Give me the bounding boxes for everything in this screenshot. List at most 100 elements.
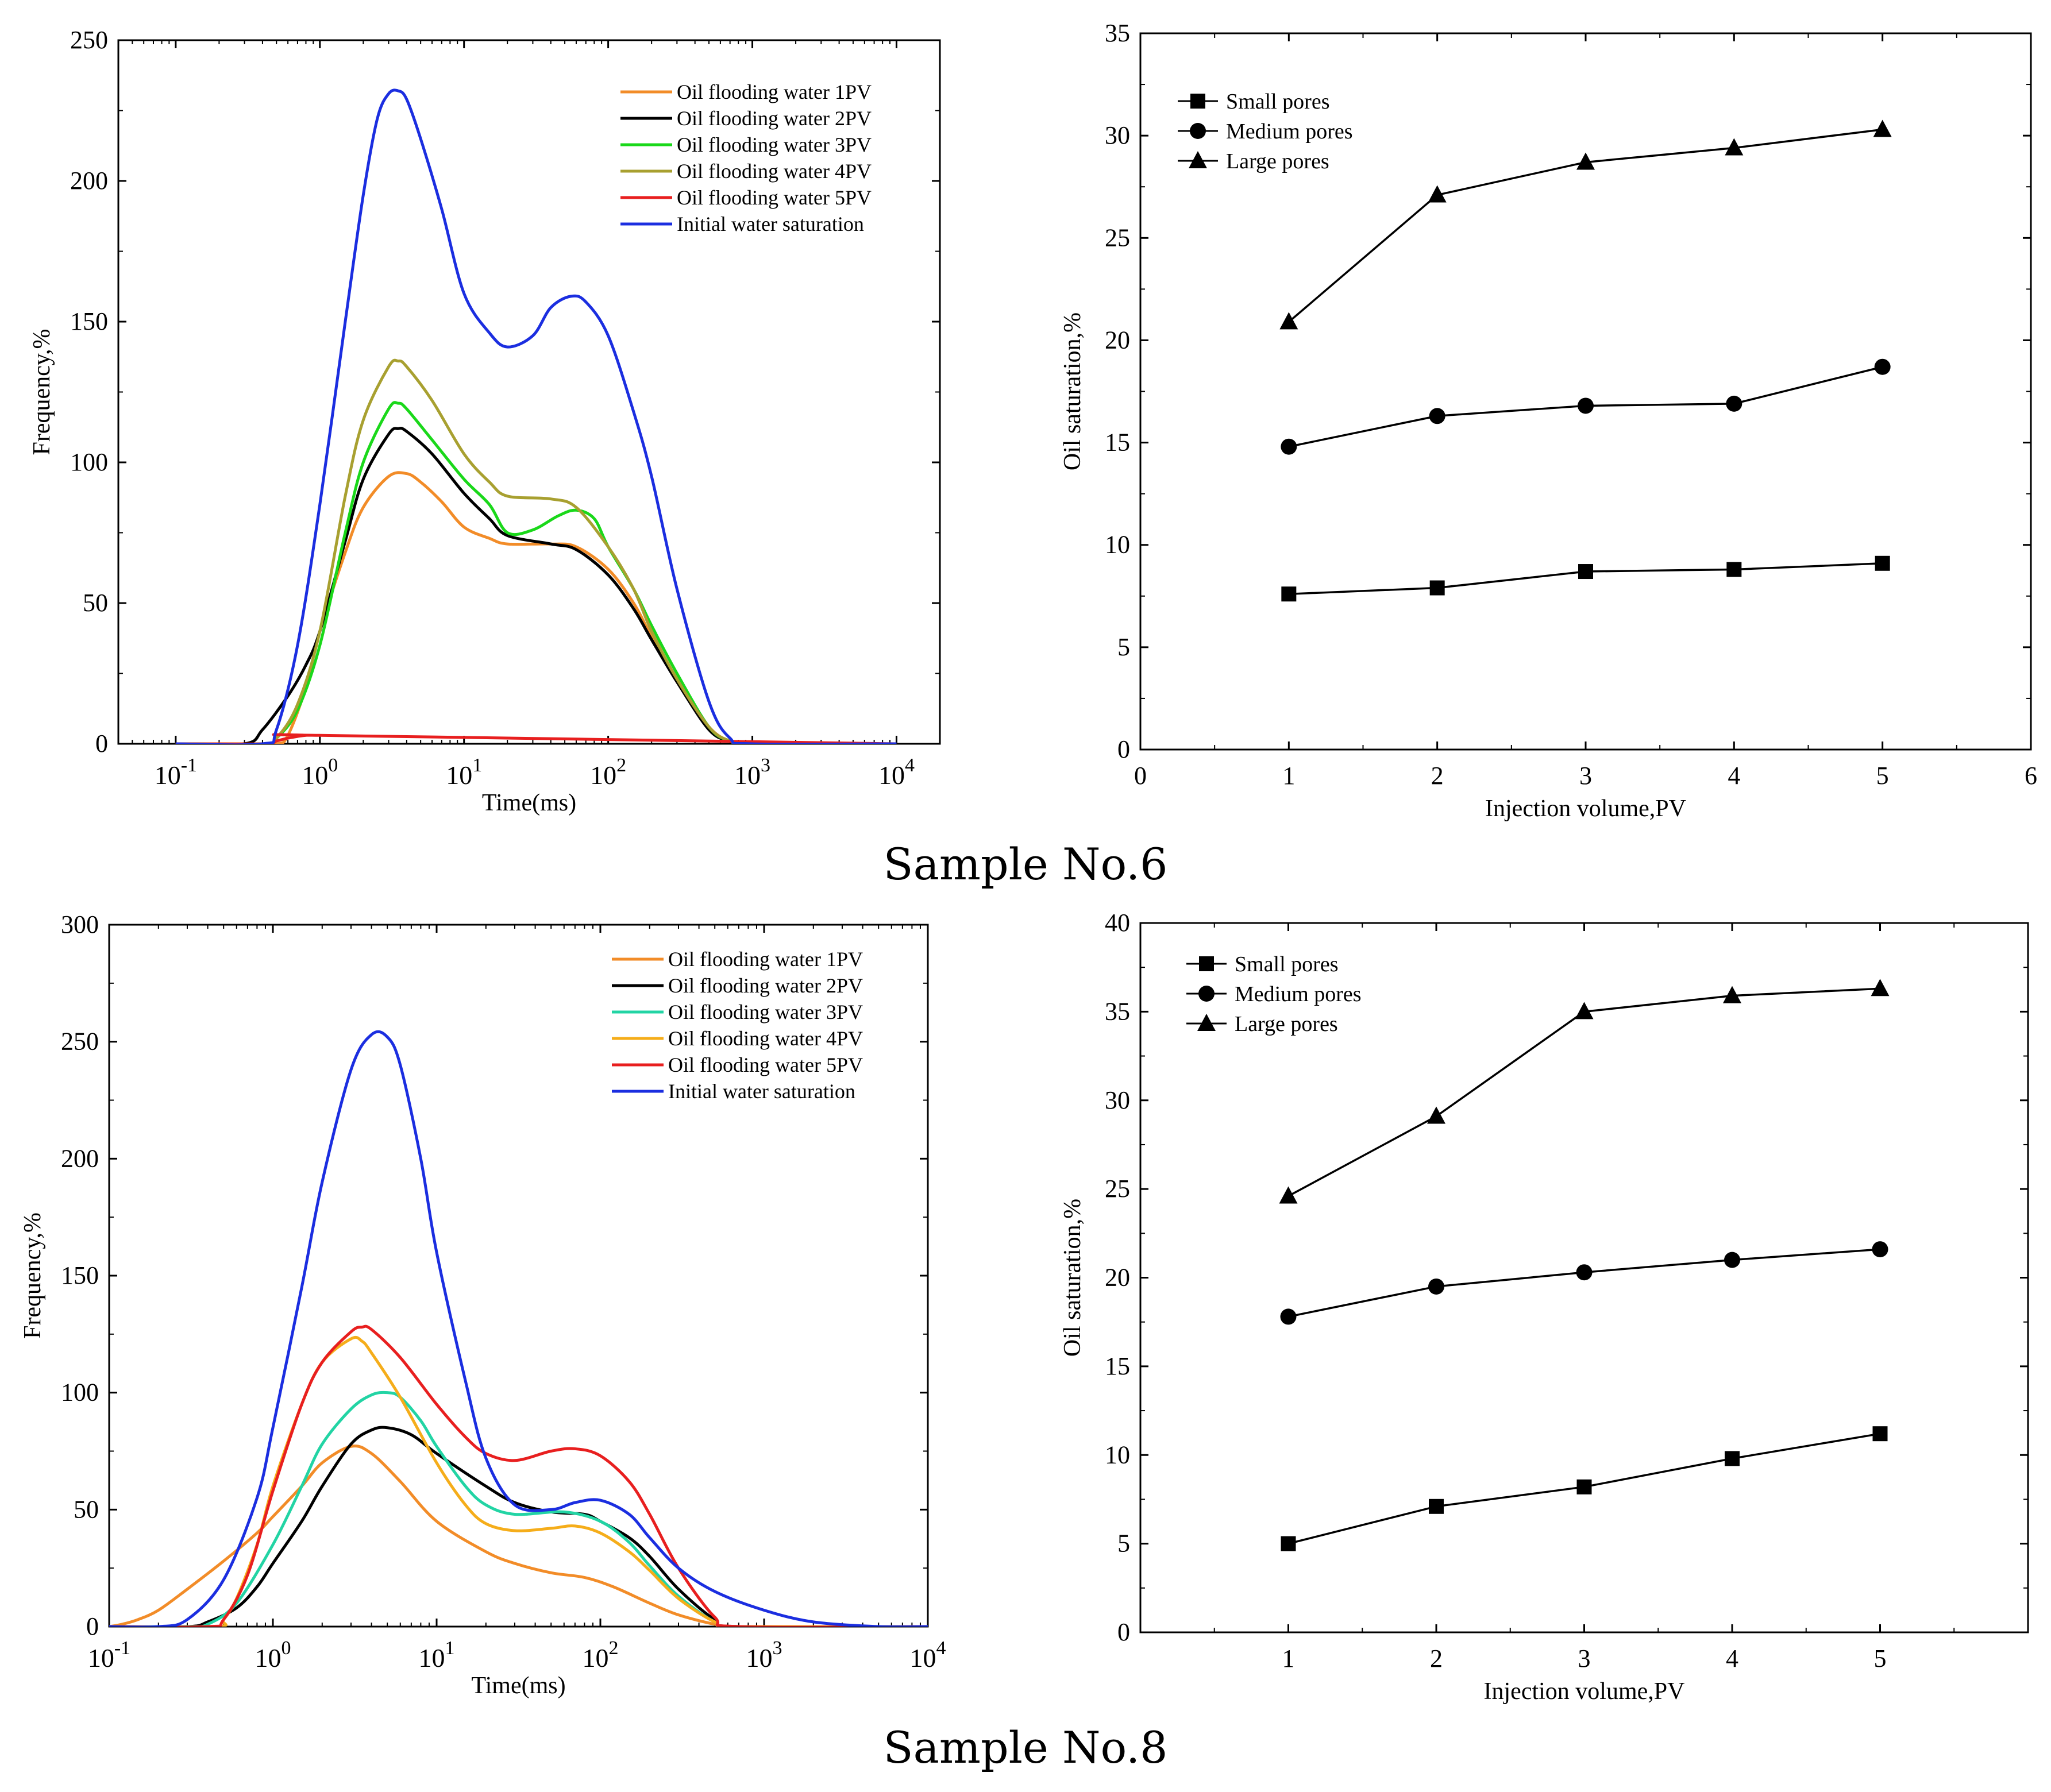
- legend-label-initial-water-saturation: Initial water saturation: [668, 1080, 855, 1103]
- legend-label-oil-flooding-water-5pv: Oil flooding water 5PV: [668, 1053, 863, 1076]
- x-axis-label: Time(ms): [471, 1673, 565, 1699]
- x-tick-label: 102: [590, 755, 626, 790]
- data-point-medium-pores: [1874, 358, 1891, 375]
- legend-marker-large-pores: [1189, 151, 1207, 168]
- y-tick-label: 150: [61, 1261, 99, 1289]
- data-point-medium-pores: [1578, 397, 1594, 414]
- data-point-small-pores: [1726, 562, 1742, 577]
- series-line-oil-flooding-water-4pv: [109, 1335, 928, 1627]
- y-tick-label: 20: [1105, 326, 1130, 354]
- y-tick-label: 100: [61, 1378, 99, 1407]
- x-tick-label: 101: [419, 1637, 455, 1673]
- data-point-medium-pores: [1429, 408, 1445, 424]
- legend-label-oil-flooding-water-1pv: Oil flooding water 1PV: [677, 80, 872, 103]
- x-tick-label: 102: [583, 1637, 619, 1673]
- legend-marker-small-pores: [1199, 956, 1214, 971]
- y-axis-label: Frequency,%: [20, 1212, 46, 1339]
- x-tick-label: 10-1: [155, 755, 197, 790]
- x-tick-label: 2: [1430, 1644, 1443, 1673]
- x-tick-label: 6: [2025, 762, 2037, 790]
- series-line-oil-flooding-water-5pv: [109, 1324, 928, 1627]
- legend-label-oil-flooding-water-1pv: Oil flooding water 1PV: [668, 948, 863, 971]
- x-tick-label: 4: [1726, 1644, 1738, 1673]
- legend-label-medium-pores: Medium pores: [1226, 119, 1353, 144]
- x-tick-label: 1: [1282, 762, 1295, 790]
- series-line-oil-flooding-water-2pv: [175, 426, 897, 744]
- x-tick-label: 2: [1431, 762, 1444, 790]
- x-tick-label: 100: [302, 755, 338, 790]
- x-tick-label: 1: [1282, 1644, 1295, 1673]
- data-point-large-pores: [1725, 138, 1744, 156]
- legend-label-oil-flooding-water-3pv: Oil flooding water 3PV: [677, 133, 872, 156]
- y-tick-label: 50: [74, 1495, 99, 1523]
- data-point-large-pores: [1575, 1002, 1594, 1019]
- data-point-small-pores: [1429, 1499, 1444, 1514]
- data-point-small-pores: [1576, 1479, 1592, 1494]
- data-point-large-pores: [1428, 185, 1447, 203]
- y-tick-label: 150: [70, 307, 108, 335]
- y-tick-label: 40: [1105, 909, 1130, 937]
- data-point-large-pores: [1279, 1186, 1298, 1204]
- legend-marker-medium-pores: [1198, 986, 1215, 1002]
- series-line-oil-flooding-water-2pv: [109, 1426, 928, 1627]
- series-line-oil-flooding-water-1pv: [109, 1445, 928, 1627]
- x-tick-label: 101: [446, 755, 482, 790]
- data-point-medium-pores: [1280, 1308, 1297, 1325]
- data-point-large-pores: [1723, 986, 1741, 1003]
- y-tick-label: 20: [1105, 1264, 1130, 1292]
- x-tick-label: 104: [910, 1637, 946, 1673]
- data-point-large-pores: [1576, 152, 1595, 170]
- y-tick-label: 5: [1117, 633, 1130, 661]
- data-point-small-pores: [1725, 1451, 1740, 1466]
- data-point-medium-pores: [1872, 1241, 1888, 1258]
- legend-label-large-pores: Large pores: [1235, 1012, 1338, 1036]
- x-axis-label: Injection volume,PV: [1484, 1678, 1685, 1705]
- data-point-medium-pores: [1281, 438, 1297, 455]
- data-point-small-pores: [1872, 1426, 1888, 1442]
- x-tick-label: 5: [1876, 762, 1889, 790]
- y-tick-label: 0: [95, 729, 108, 758]
- y-tick-label: 30: [1105, 1086, 1130, 1114]
- data-point-large-pores: [1279, 312, 1298, 330]
- y-tick-label: 250: [61, 1028, 99, 1056]
- sample6-t2-spectrum-chart: 0 50 100 150 200 250 10-1 100 101 102 103 104 Time(m…: [29, 26, 941, 816]
- y-axis-label: Frequency,%: [29, 329, 55, 455]
- legend-label-oil-flooding-water-3pv: Oil flooding water 3PV: [668, 1001, 863, 1024]
- series-line-oil-flooding-water-4pv: [175, 358, 897, 744]
- y-tick-label: 30: [1105, 121, 1130, 149]
- y-tick-label: 25: [1105, 1175, 1130, 1203]
- y-tick-label: 50: [83, 589, 108, 617]
- x-tick-label: 103: [746, 1637, 782, 1673]
- legend-label-oil-flooding-water-4pv: Oil flooding water 4PV: [677, 160, 872, 183]
- y-tick-label: 250: [70, 26, 108, 54]
- series-line-large-pores: [1287, 987, 1880, 1198]
- legend-marker-large-pores: [1197, 1014, 1216, 1031]
- data-point-small-pores: [1281, 586, 1297, 602]
- legend-label-medium-pores: Medium pores: [1235, 982, 1362, 1006]
- y-tick-label: 0: [86, 1612, 99, 1640]
- legend-label-initial-water-saturation: Initial water saturation: [677, 213, 864, 235]
- y-tick-label: 35: [1105, 997, 1130, 1025]
- series-line-medium-pores: [1288, 1248, 1880, 1318]
- legend-label-oil-flooding-water-5pv: Oil flooding water 5PV: [677, 186, 872, 209]
- x-tick-label: 0: [1134, 762, 1147, 790]
- data-point-large-pores: [1873, 119, 1892, 137]
- y-axis-label: Oil saturation,%: [1059, 1199, 1086, 1357]
- y-tick-label: 5: [1117, 1530, 1130, 1558]
- y-tick-label: 35: [1105, 19, 1130, 47]
- data-point-medium-pores: [1724, 1252, 1740, 1268]
- series-line-initial-water-saturation: [175, 88, 897, 744]
- series-line-initial-water-saturation: [109, 1030, 928, 1627]
- y-tick-label: 10: [1105, 531, 1130, 559]
- x-tick-label: 100: [255, 1637, 291, 1673]
- legend-label-oil-flooding-water-4pv: Oil flooding water 4PV: [668, 1027, 863, 1050]
- x-tick-label: 10-1: [88, 1637, 130, 1673]
- data-point-small-pores: [1429, 580, 1445, 596]
- y-tick-label: 300: [61, 910, 99, 939]
- y-tick-label: 0: [1117, 1618, 1130, 1646]
- sample8-t2-spectrum-chart: 0 50 100 150 200 250 300 10-1 100 101 102 103 104 Tim…: [20, 910, 946, 1699]
- y-tick-label: 15: [1105, 1352, 1130, 1380]
- y-tick-label: 15: [1105, 428, 1130, 457]
- y-tick-label: 10: [1105, 1440, 1130, 1469]
- data-point-medium-pores: [1428, 1278, 1444, 1295]
